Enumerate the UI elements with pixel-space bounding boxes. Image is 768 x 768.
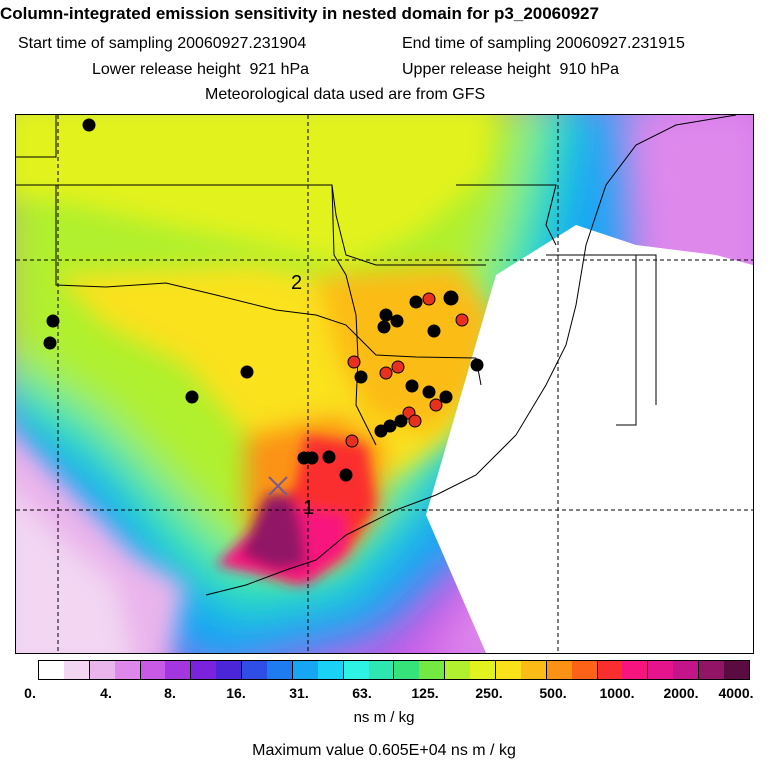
colorbar-segment (191, 661, 217, 679)
end-time-line: End time of sampling 20060927.231915 (402, 35, 685, 53)
colorbar-segment (267, 661, 293, 679)
sample-point (322, 450, 336, 464)
sample-point (439, 390, 453, 404)
sample-point-red (429, 398, 443, 412)
maximum-value: Maximum value 0.605E+04 ns m / kg (252, 742, 516, 759)
colorbar-segment (140, 661, 166, 679)
sample-point (240, 365, 254, 379)
tick-label: 250. (475, 685, 503, 701)
colorbar-segment (114, 661, 141, 679)
state-borders (16, 115, 657, 446)
colorbar-segment (571, 661, 598, 679)
sample-point (185, 390, 199, 404)
x-marker-icon (268, 476, 288, 496)
plot-title: Column-integrated emission sensitivity i… (0, 4, 599, 23)
colorbar-segment (242, 661, 268, 679)
sensitivity-map: 2 1 (16, 115, 753, 653)
colorbar-segment (445, 661, 471, 679)
tick-label: 1000. (599, 685, 635, 701)
tick-label: 16. (226, 685, 246, 701)
colorbar-segment (39, 661, 64, 679)
colorbar-segment (317, 661, 344, 679)
tick-label: 2000. (663, 685, 699, 701)
colorbar-segment (216, 661, 243, 679)
sample-point (470, 358, 484, 372)
sample-point (354, 370, 368, 384)
colorbar-segment (724, 661, 749, 679)
sample-point-red (345, 434, 359, 448)
colorbar-segment (520, 661, 547, 679)
sample-point (409, 295, 423, 309)
sample-point-red (347, 355, 361, 369)
colorbar-segment (89, 661, 115, 679)
colorbar-segment (343, 661, 369, 679)
sample-point (443, 290, 459, 306)
tick-label: 8. (164, 685, 176, 701)
colorbar-units: ns m / kg (353, 709, 415, 726)
sample-point (377, 320, 391, 334)
field-land-clear (426, 225, 753, 653)
end-time-value: 20060927.231915 (555, 35, 685, 52)
sample-point-red (391, 360, 405, 374)
map-panel: 2 1 (15, 114, 754, 654)
tick-label: 4000. (718, 685, 754, 701)
upper-release-label: Upper release height (402, 61, 551, 78)
lower-release-label: Lower release height (92, 61, 241, 78)
start-time-label: Start time of sampling (18, 35, 173, 52)
colorbar-segment (699, 661, 725, 679)
sampling-points (43, 118, 484, 482)
end-time-label: End time of sampling (402, 35, 552, 52)
sample-point-red (408, 414, 422, 428)
colorbar-segment (292, 661, 318, 679)
sample-point (379, 308, 393, 322)
colorbar-segment (597, 661, 623, 679)
sample-point (427, 324, 441, 338)
start-time-value: 20060927.231904 (177, 35, 307, 52)
upper-release-value: 910 hPa (559, 61, 620, 78)
colorbar-segment (165, 661, 192, 679)
sample-point (390, 314, 404, 328)
colorbar-segment (496, 661, 521, 679)
colorbar-segment (368, 661, 395, 679)
sample-point (422, 385, 436, 399)
tick-label: 0. (24, 685, 36, 701)
colorbar-segment (648, 661, 674, 679)
sample-point (374, 424, 388, 438)
colorbar-segment (394, 661, 420, 679)
colorbar-segment (63, 661, 90, 679)
tick-label: 4. (100, 685, 112, 701)
start-time-line: Start time of sampling 20060927.231904 (18, 35, 306, 53)
tick-label: 63. (352, 685, 372, 701)
grid-lines (16, 115, 753, 653)
colorbar-segment (470, 661, 497, 679)
sample-point-red (379, 366, 393, 380)
sample-point-red (455, 313, 469, 327)
sample-point (305, 451, 319, 465)
lower-release-value: 921 hPa (249, 61, 310, 78)
met-data-line: Meteorological data used are from GFS (205, 86, 486, 103)
map-label-1: 1 (303, 497, 314, 519)
tick-label: 31. (289, 685, 309, 701)
sample-point-red (422, 292, 436, 306)
coastline (205, 115, 737, 596)
tick-label: 500. (539, 685, 567, 701)
sample-point (394, 414, 408, 428)
upper-release-line: Upper release height 910 hPa (402, 61, 619, 79)
sample-point (405, 379, 419, 393)
tick-label: 125. (411, 685, 439, 701)
colorbar-segment (546, 661, 572, 679)
colorbar (38, 660, 750, 680)
colorbar-segment (622, 661, 649, 679)
sample-point (82, 118, 96, 132)
sample-point (43, 336, 57, 350)
colorbar-segment (419, 661, 446, 679)
sample-point (339, 468, 353, 482)
sample-point (46, 314, 60, 328)
colorbar-segment (673, 661, 700, 679)
lower-release-line: Lower release height 921 hPa (92, 61, 309, 79)
map-label-2: 2 (291, 272, 302, 294)
